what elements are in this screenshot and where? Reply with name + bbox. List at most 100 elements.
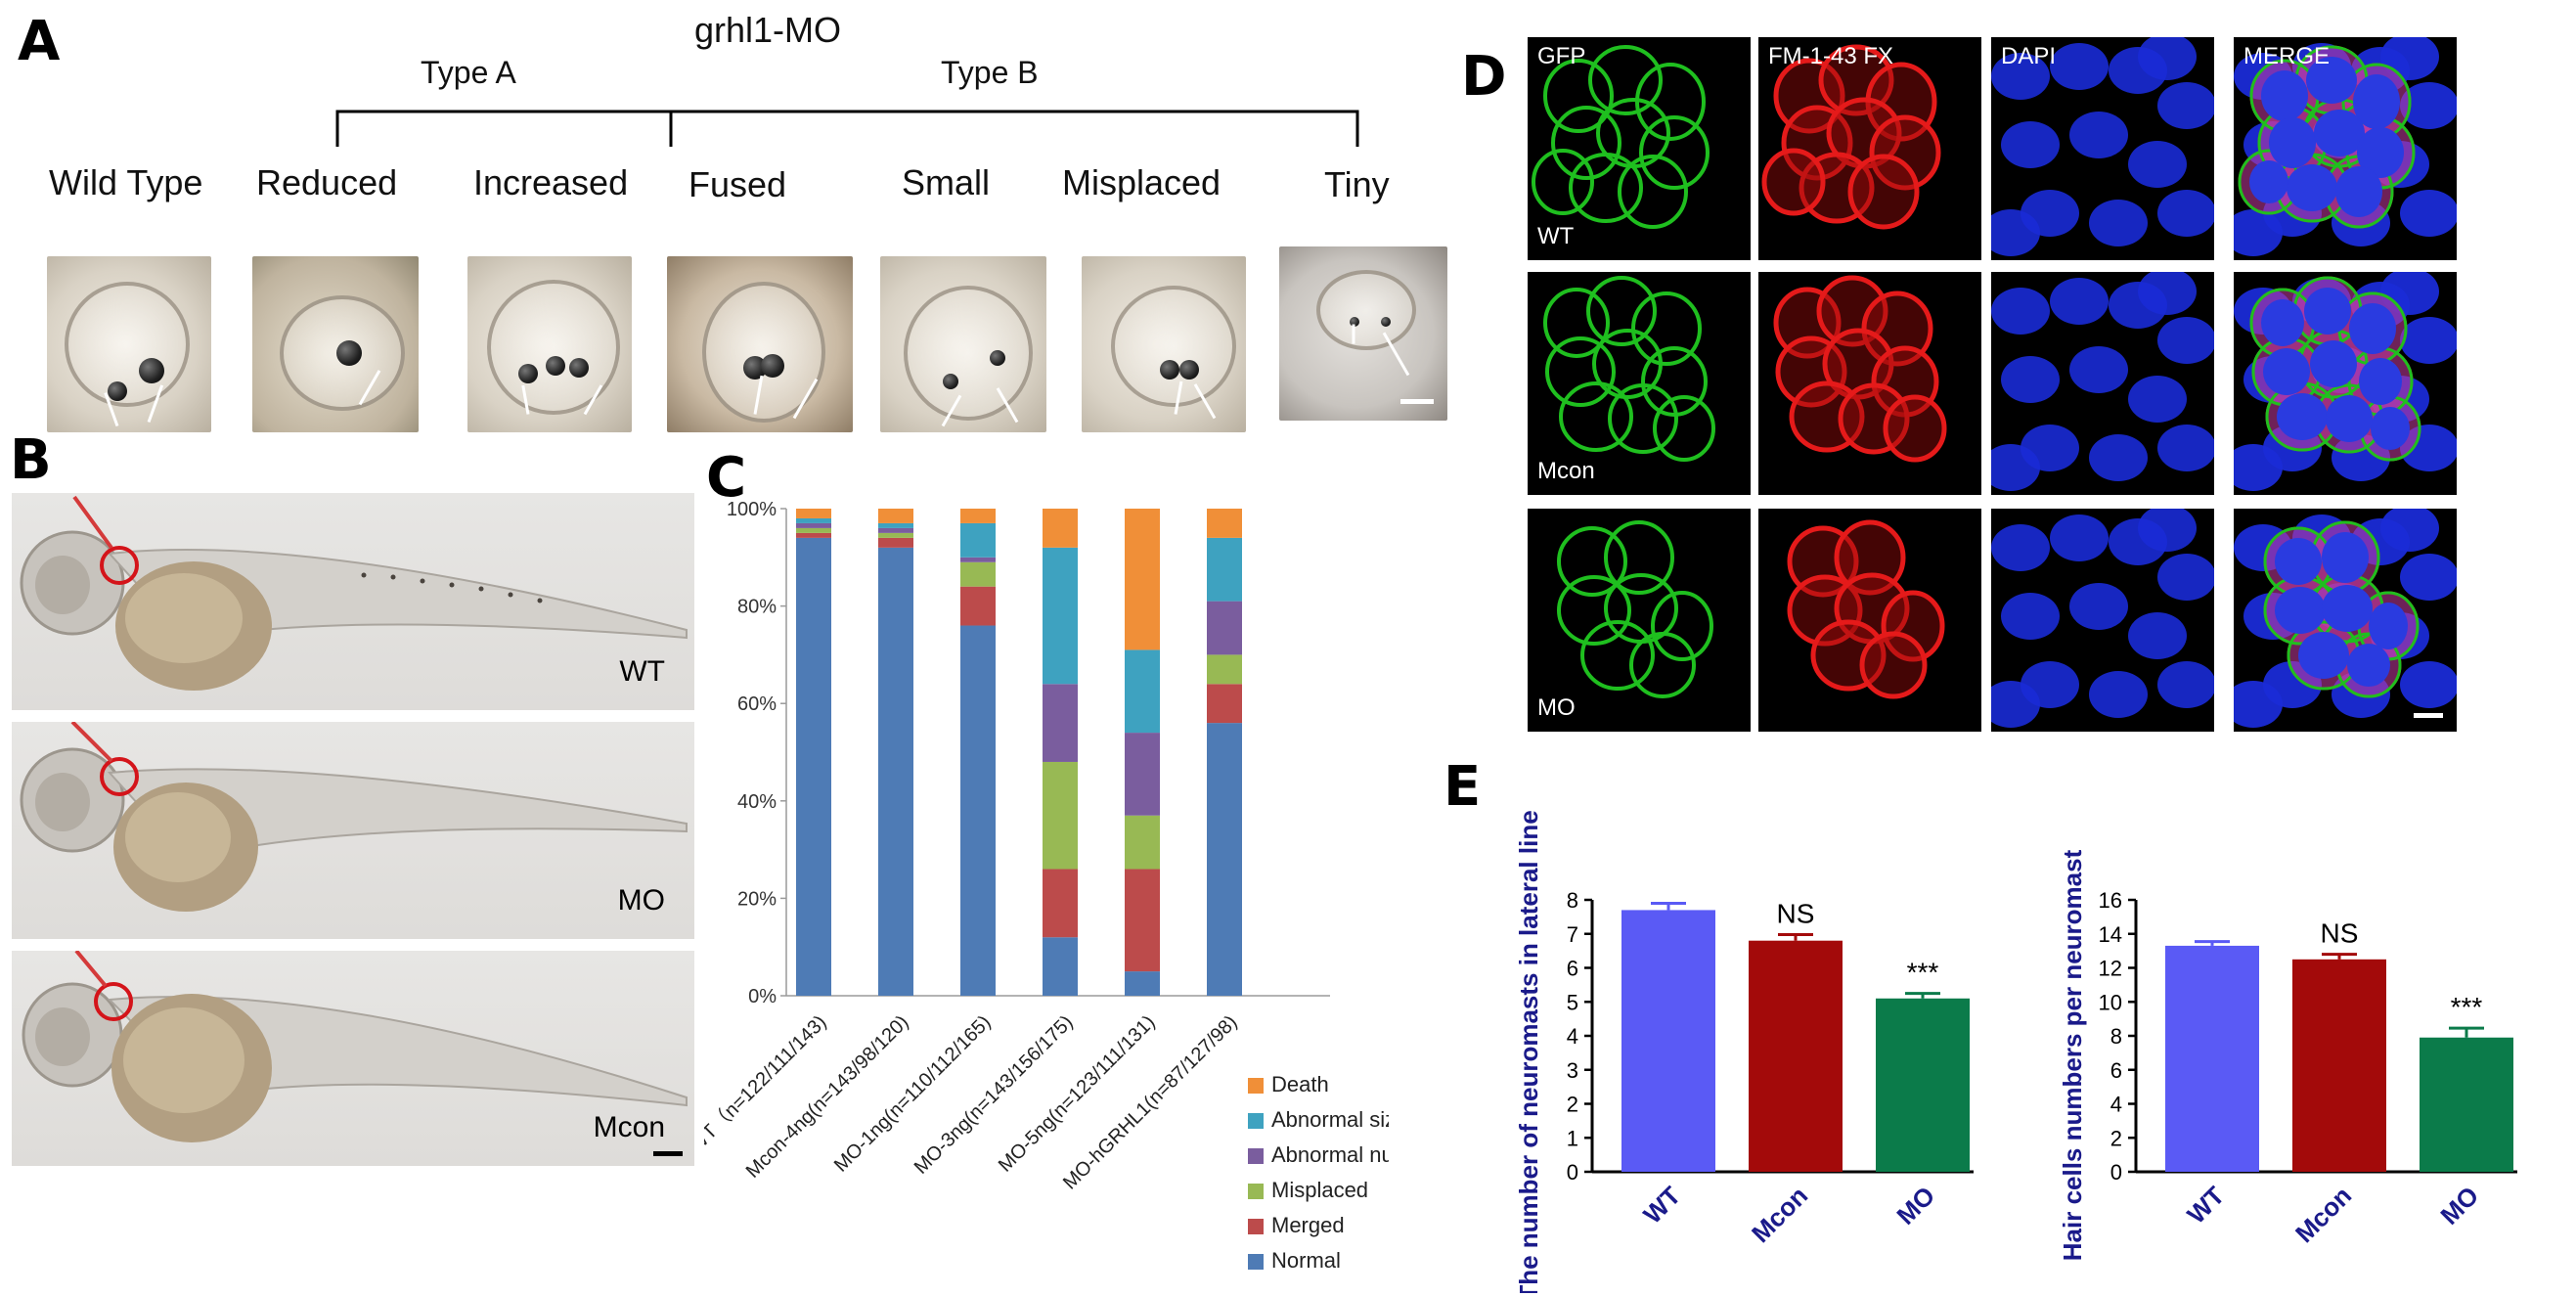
bar-segment-merged bbox=[878, 537, 913, 548]
micrograph-dapi-mo bbox=[1991, 509, 2214, 732]
channel-label: DAPI bbox=[2001, 43, 2057, 69]
bar-segment-abnormal-size bbox=[960, 522, 996, 558]
label-small: Small bbox=[902, 162, 991, 202]
panel-letter-c: C bbox=[706, 446, 747, 510]
e-bar-mcon bbox=[1749, 940, 1843, 1172]
y-tick-label: 80% bbox=[737, 597, 777, 618]
legend-label: Abnormal size bbox=[1271, 1107, 1389, 1132]
row-label: Mcon bbox=[1537, 458, 1595, 484]
otic-image-increased bbox=[467, 256, 632, 432]
embryo-image-mcon: Mcon bbox=[12, 951, 694, 1166]
otic-image-small bbox=[880, 256, 1046, 432]
legend-swatch bbox=[1248, 1148, 1264, 1164]
panel-letter-e: E bbox=[1443, 755, 1482, 819]
embryo-image-wt: WT bbox=[12, 493, 694, 710]
bar-segment-death bbox=[1125, 509, 1160, 650]
panel-letter-d: D bbox=[1461, 45, 1507, 109]
bar-segment-death bbox=[960, 509, 996, 523]
e-y-tick-label: 12 bbox=[2099, 957, 2122, 981]
micrograph-dapi-wt: DAPI bbox=[1991, 37, 2214, 260]
x-category-label: MO-5ng(n=123/111/131) bbox=[995, 1011, 1160, 1177]
e-bar-wt bbox=[1621, 910, 1715, 1172]
label-reduced: Reduced bbox=[256, 162, 398, 202]
otic-image-misplaced bbox=[1082, 256, 1246, 432]
e-y-tick-label: 2 bbox=[2110, 1126, 2122, 1150]
legend-swatch bbox=[1248, 1078, 1264, 1094]
micrograph-merge-mo bbox=[2234, 509, 2457, 732]
legend-swatch bbox=[1248, 1113, 1264, 1129]
e-bar-wt bbox=[2165, 945, 2259, 1172]
e-y-tick-label: 6 bbox=[1567, 957, 1578, 981]
x-category-label: MO-hGRHL1(n=87/127/98) bbox=[1059, 1011, 1242, 1194]
e-x-category-label: WT bbox=[1637, 1181, 1686, 1230]
micrograph-fm-mcon bbox=[1758, 272, 1981, 495]
otic-image-wild-type bbox=[47, 256, 211, 432]
e-y-tick-label: 0 bbox=[2110, 1160, 2122, 1185]
e-y-tick-label: 0 bbox=[1567, 1160, 1578, 1185]
label-tiny: Tiny bbox=[1324, 164, 1390, 204]
e-y-tick-label: 1 bbox=[1567, 1126, 1578, 1150]
e-bar-mo bbox=[2420, 1037, 2513, 1172]
bar-segment-normal bbox=[1207, 723, 1242, 996]
e-y-tick-label: 6 bbox=[2110, 1058, 2122, 1083]
bar-segment-death bbox=[878, 509, 913, 523]
hair-cell-count-chart: Hair cells numbers per neuromast 0 2 4 6 8 10 1… bbox=[2058, 849, 2517, 1261]
bar-segment-abnormal-number bbox=[796, 522, 831, 528]
legend-swatch bbox=[1248, 1184, 1264, 1199]
stacked-bar-chart: 0% 20% 40% 60% 80% 100% WT（n=122/111/143)Mcon… bbox=[704, 499, 1389, 1273]
scale-bar bbox=[2414, 713, 2443, 718]
legend-label: Normal bbox=[1271, 1248, 1341, 1273]
e-y-tick-label: 16 bbox=[2099, 888, 2122, 913]
otic-image-tiny bbox=[1279, 246, 1447, 421]
bar-segment-misplaced bbox=[796, 527, 831, 533]
e-significance-label: NS bbox=[2321, 918, 2359, 949]
e-x-category-label: MO bbox=[1890, 1181, 1940, 1230]
e-y-tick-label: 4 bbox=[2110, 1093, 2122, 1117]
bar-segment-death bbox=[796, 509, 831, 518]
e-significance-label: NS bbox=[1777, 898, 1815, 928]
x-category-label: WT（n=122/111/143) bbox=[704, 1010, 831, 1157]
bar-segment-abnormal-size bbox=[1207, 537, 1242, 602]
row-label: WT bbox=[1537, 223, 1575, 249]
x-category-label: MO-3ng(n=143/156/175) bbox=[910, 1011, 1078, 1179]
e-significance-label: *** bbox=[2451, 992, 2483, 1022]
micrograph-gfp-wt: GFP WT bbox=[1528, 37, 1751, 260]
e-x-category-label: MO bbox=[2434, 1181, 2484, 1230]
bar-segment-normal bbox=[1043, 937, 1078, 996]
bar-segment-normal bbox=[1125, 971, 1160, 996]
e-y-tick-label: 4 bbox=[1567, 1024, 1578, 1049]
scale-bar bbox=[653, 1151, 683, 1156]
micrograph-merge-wt: MERGE bbox=[2234, 37, 2457, 260]
panel-letter-b: B bbox=[10, 428, 52, 492]
neuromast-count-chart: The number of neuromasts in lateral line… bbox=[1514, 810, 1974, 1293]
legend-label: Death bbox=[1271, 1072, 1329, 1096]
bar-segment-abnormal-size bbox=[796, 517, 831, 523]
channel-label: MERGE bbox=[2243, 43, 2331, 69]
bar-segment-abnormal-size bbox=[1125, 649, 1160, 734]
y-tick-label: 40% bbox=[737, 791, 777, 813]
e-x-category-label: WT bbox=[2181, 1181, 2230, 1230]
e-x-category-label: Mcon bbox=[1746, 1181, 1813, 1248]
y-tick-label: 60% bbox=[737, 693, 777, 715]
bar-segment-abnormal-number bbox=[1125, 733, 1160, 816]
e-y-axis-label: The number of neuromasts in lateral line bbox=[1514, 810, 1543, 1293]
bar-segment-misplaced bbox=[878, 532, 913, 538]
channel-label: GFP bbox=[1537, 43, 1586, 69]
e-bar-mcon bbox=[2292, 959, 2386, 1172]
channel-label: FM-1-43 FX bbox=[1768, 43, 1894, 69]
e-y-tick-label: 5 bbox=[1567, 990, 1578, 1014]
e-significance-label: *** bbox=[1907, 958, 1939, 988]
e-y-tick-label: 2 bbox=[1567, 1093, 1578, 1117]
legend-swatch bbox=[1248, 1254, 1264, 1270]
e-x-category-label: Mcon bbox=[2289, 1181, 2357, 1248]
bar-segment-merged bbox=[1043, 869, 1078, 938]
panel-letter-a: A bbox=[18, 10, 61, 73]
bar-segment-misplaced bbox=[1125, 815, 1160, 870]
type-bracket bbox=[335, 110, 1359, 147]
micrograph-gfp-mcon: Mcon bbox=[1528, 272, 1751, 495]
bar-segment-abnormal-size bbox=[878, 522, 913, 528]
label-fused: Fused bbox=[688, 164, 787, 204]
embryo-label-wt: WT bbox=[619, 655, 665, 688]
bar-segment-abnormal-number bbox=[1207, 601, 1242, 655]
e-y-axis-label: Hair cells numbers per neuromast bbox=[2058, 849, 2087, 1261]
